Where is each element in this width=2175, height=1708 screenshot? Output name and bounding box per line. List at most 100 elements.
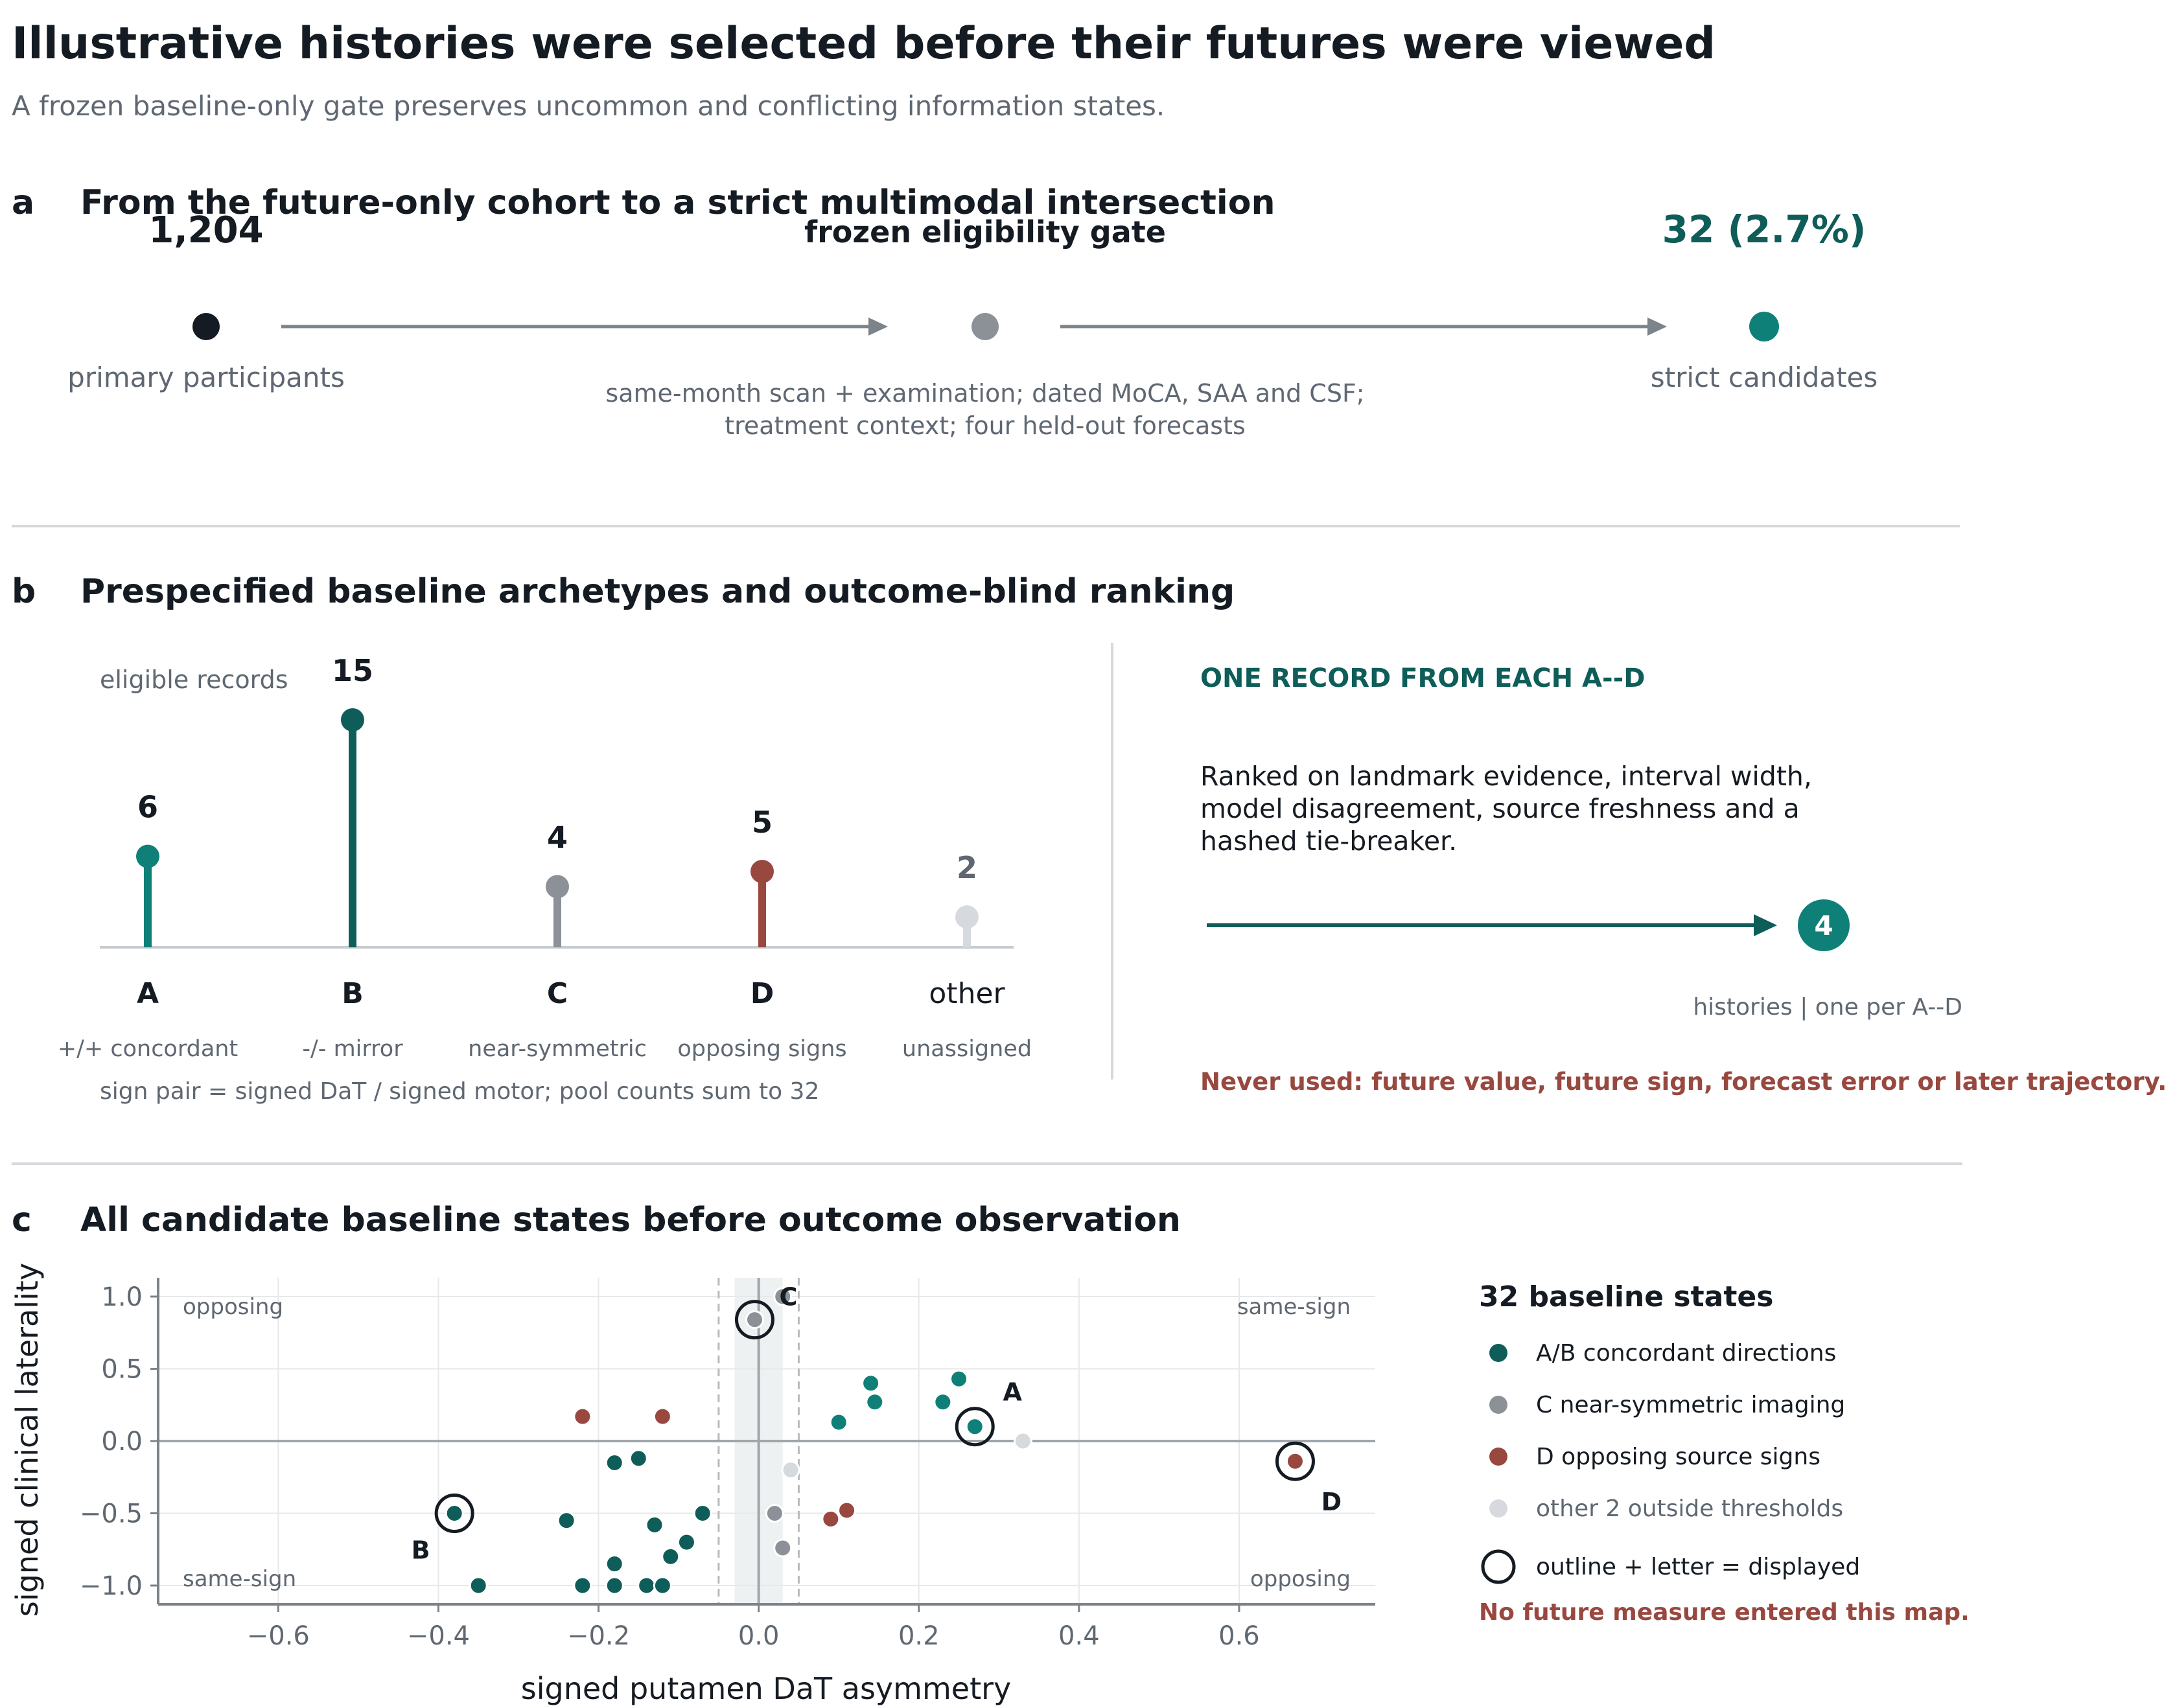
quadrant-label-top-right: same-sign (1237, 1294, 1351, 1320)
lollipop-value-other: 2 (957, 850, 977, 885)
lollipop-category-c: C (547, 977, 568, 1010)
lollipop-description-other: unassigned (902, 1036, 1032, 1062)
legend-label-near-symmetric: C near-symmetric imaging (1536, 1392, 1845, 1418)
lollipop-description-d: opposing signs (677, 1036, 846, 1062)
quadrant-label-bottom-right: opposing (1250, 1566, 1351, 1592)
scatter-point (965, 1417, 984, 1437)
scatter-point (445, 1504, 464, 1523)
lollipop-value-b: 15 (332, 653, 373, 688)
quadrant-label-bottom-left: same-sign (183, 1566, 296, 1592)
scatter-point (949, 1369, 969, 1389)
panel-b-letter: b (12, 572, 36, 611)
panel-a: a From the future-only cohort to a stric… (12, 183, 1878, 440)
lollipop-value-c: 4 (547, 820, 568, 855)
x-tick-label: −0.2 (567, 1621, 630, 1651)
lollipop-head-c (546, 875, 569, 899)
gate-node (971, 313, 999, 340)
lollipop-footnote: sign pair = signed DaT / signed motor; p… (100, 1078, 819, 1105)
displayed-outline-c (734, 1300, 774, 1340)
lollipop-head-d (750, 860, 774, 883)
lollipop-description-b: -/- mirror (302, 1036, 403, 1062)
scatter-point (837, 1501, 857, 1520)
scatter-point (573, 1576, 592, 1595)
result-badge (1798, 899, 1850, 951)
ranking-arrow-head (1754, 914, 1777, 936)
lollipop-value-d: 5 (752, 805, 773, 840)
displayed-letter-c: C (780, 1283, 798, 1311)
scatter-point (745, 1310, 764, 1330)
x-tick-label: 0.2 (898, 1621, 940, 1651)
result-count: 4 (1814, 910, 1833, 941)
lollipop-category-b: B (342, 977, 364, 1010)
scatter-point (693, 1504, 712, 1523)
displayed-letter-d: D (1321, 1488, 1342, 1516)
lollipop-category-other: other (929, 977, 1005, 1010)
panel-c-heading: All candidate baseline states before out… (80, 1201, 1181, 1240)
y-tick-label: 0.0 (101, 1427, 143, 1457)
ranking-text-line-2: model disagreement, source freshness and… (1200, 793, 1800, 824)
result-label: histories | one per A--D (1693, 994, 1962, 1021)
scatter-point (573, 1407, 592, 1426)
panel-c: c All candidate baseline states before o… (10, 1201, 1970, 1706)
scatter-y-axis-label: signed clinical laterality (10, 1263, 45, 1617)
lollipop-description-c: near-symmetric (468, 1036, 647, 1062)
lollipop-head-a (136, 844, 159, 868)
scatter-point (557, 1511, 576, 1530)
lollipop-category-d: D (750, 977, 774, 1010)
y-tick-label: −1.0 (80, 1571, 143, 1601)
x-tick-label: −0.6 (247, 1621, 310, 1651)
displayed-letter-a: A (1003, 1378, 1023, 1407)
end-node (1749, 312, 1779, 341)
x-tick-label: −0.4 (407, 1621, 470, 1651)
y-tick-label: 1.0 (101, 1282, 143, 1312)
lollipop-head-b (341, 708, 364, 732)
legend-swatch-opposing (1489, 1448, 1507, 1466)
scatter-point (865, 1392, 885, 1412)
gate-title: frozen eligibility gate (804, 214, 1166, 249)
panel-c-letter: c (12, 1201, 32, 1240)
scatter-point (653, 1407, 672, 1426)
legend-title: 32 baseline states (1479, 1280, 1773, 1313)
scatter-point (781, 1460, 800, 1480)
ranking-text-line-1: Ranked on landmark evidence, interval wi… (1200, 761, 1812, 792)
scatter-point (469, 1576, 488, 1595)
ranking-title: ONE RECORD FROM EACH A--D (1200, 664, 1645, 693)
x-tick-label: 0.4 (1058, 1621, 1100, 1651)
lollipop-category-a: A (137, 977, 159, 1010)
scatter-point (821, 1509, 841, 1529)
lollipop-axis-note: eligible records (100, 665, 288, 694)
scatter-point (861, 1374, 881, 1393)
no-future-warning: No future measure entered this map. (1479, 1599, 1970, 1626)
scatter-point (629, 1449, 648, 1468)
displayed-outline-b (434, 1494, 474, 1534)
panel-a-letter: a (12, 183, 34, 222)
scatter-point (1013, 1431, 1032, 1451)
lollipop-value-a: 6 (137, 790, 158, 825)
scatter-point (637, 1576, 657, 1595)
end-count: 32 (2.7%) (1662, 207, 1867, 251)
end-label: strict candidates (1651, 362, 1878, 393)
displayed-letter-b: B (412, 1536, 430, 1565)
start-label: primary participants (67, 362, 345, 393)
x-tick-label: 0.6 (1218, 1621, 1260, 1651)
never-used-warning: Never used: future value, future sign, f… (1200, 1068, 2167, 1096)
scatter-legend: 32 baseline states A/B concordant direct… (1479, 1280, 1970, 1626)
gate-criteria-line-2: treatment context; four held-out forecas… (725, 411, 1246, 440)
scatter-point (653, 1576, 672, 1595)
scatter-point (605, 1576, 624, 1595)
quadrant-label-top-left: opposing (183, 1294, 283, 1320)
legend-swatch-displayed (1481, 1549, 1516, 1584)
scatter-point (1285, 1451, 1305, 1471)
x-tick-label: 0.0 (738, 1621, 780, 1651)
legend-label-displayed: outline + letter = displayed (1536, 1554, 1860, 1580)
lollipop-head-other (955, 905, 979, 929)
scatter-point (605, 1554, 624, 1574)
y-tick-label: −0.5 (80, 1499, 143, 1529)
legend-swatch-concordant (1489, 1344, 1507, 1362)
start-count: 1,204 (148, 209, 263, 251)
gate-criteria-line-1: same-month scan + examination; dated MoC… (605, 379, 1364, 408)
panel-b-heading: Prespecified baseline archetypes and out… (80, 572, 1235, 611)
legend-swatch-other (1489, 1499, 1507, 1518)
scatter-plot: −0.6 −0.4 −0.2 0.0 0.2 0.4 0.6 −1.0 −0.5 0.0 0.5 1.… (80, 1278, 1375, 1651)
